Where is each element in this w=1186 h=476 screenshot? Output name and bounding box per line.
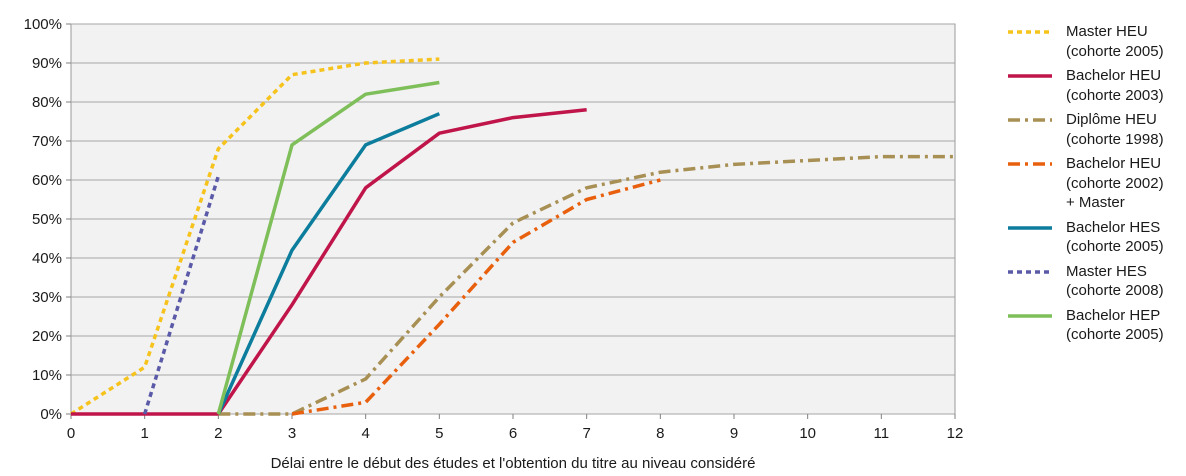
- x-axis-label: Délai entre le début des études et l'obt…: [271, 455, 756, 472]
- x-axis-ticks: 0 1 2 3 4 5 6 7 8 9 10 11 12: [67, 414, 964, 442]
- x-tick-label: 9: [730, 425, 738, 442]
- series-line-2: [218, 154, 955, 416]
- legend-item: Master HES (cohorte 2008): [1006, 262, 1184, 301]
- legend-swatch: [1008, 269, 1052, 274]
- legend-item: Bachelor HEU (cohorte 2003): [1006, 66, 1184, 105]
- legend-item: Bachelor HES (cohorte 2005): [1006, 218, 1184, 257]
- x-tick-label: 11: [874, 425, 890, 442]
- legend-label: Master HES (cohorte 2008): [1066, 262, 1164, 300]
- legend-label: Bachelor HEU (cohorte 2003): [1066, 67, 1164, 104]
- legend: Master HEU (cohorte 2005) Bachelor HEU (c…: [1006, 22, 1184, 350]
- legend-item: Bachelor HEP (cohorte 2005): [1006, 306, 1184, 345]
- y-axis-ticks: 0% 10% 20% 30% 40% 50% 60% 70% 80% 90% 100%: [24, 16, 71, 423]
- legend-swatch: [1008, 162, 1052, 166]
- legend-swatch: [1008, 225, 1052, 230]
- x-tick-label: 1: [140, 425, 148, 442]
- y-tick-label: 40%: [32, 250, 62, 267]
- x-tick-label: 6: [509, 425, 517, 442]
- y-tick-label: 80%: [32, 94, 62, 111]
- x-tick-label: 0: [67, 425, 75, 442]
- x-tick-label: 8: [656, 425, 664, 442]
- y-tick-label: 100%: [24, 16, 62, 33]
- y-tick-label: 50%: [32, 211, 62, 228]
- legend-label: Diplôme HEU (cohorte 1998): [1066, 111, 1164, 148]
- x-tick-label: 2: [214, 425, 222, 442]
- series-line-4: [216, 112, 441, 415]
- legend-item: Diplôme HEU (cohorte 1998): [1006, 110, 1184, 149]
- legend-swatch: [1008, 118, 1052, 122]
- legend-label: Bachelor HES (cohorte 2005): [1066, 218, 1164, 256]
- series-line-3: [291, 178, 661, 416]
- x-tick-label: 7: [582, 425, 590, 442]
- legend-item: Master HEU (cohorte 2005): [1006, 22, 1184, 61]
- x-tick-label: 12: [947, 425, 964, 442]
- y-tick-label: 70%: [32, 133, 62, 150]
- legend-label: Master HEU (cohorte 2005): [1066, 23, 1164, 60]
- y-tick-label: 90%: [32, 55, 62, 72]
- y-tick-label: 60%: [32, 172, 62, 189]
- y-tick-label: 0%: [40, 406, 62, 423]
- x-tick-label: 3: [288, 425, 296, 442]
- y-tick-label: 20%: [32, 328, 62, 345]
- legend-swatch: [1008, 313, 1052, 318]
- x-tick-label: 10: [799, 425, 816, 442]
- x-tick-label: 5: [435, 425, 443, 442]
- legend-item: Bachelor HEU (cohorte 2002) + Master: [1006, 154, 1184, 213]
- legend-label: Bachelor HEU (cohorte 2002) + Master: [1066, 155, 1164, 211]
- legend-label: Bachelor HEP (cohorte 2005): [1066, 306, 1164, 344]
- x-tick-label: 4: [361, 425, 369, 442]
- series-line-5: [142, 175, 221, 415]
- series-line-0: [70, 57, 440, 416]
- series-line-6: [216, 80, 440, 415]
- y-tick-label: 10%: [32, 367, 62, 384]
- legend-swatch: [1008, 74, 1052, 78]
- y-tick-label: 30%: [32, 289, 62, 306]
- series-lines: [70, 57, 955, 416]
- legend-swatch: [1008, 30, 1052, 34]
